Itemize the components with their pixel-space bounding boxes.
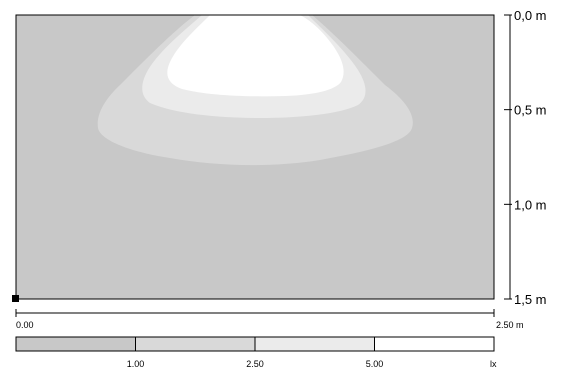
legend-bar: 1.00 2.50 5.00 lx: [15, 336, 497, 369]
legend-value-label: 2.50: [246, 359, 264, 369]
x-axis-start-label: 0.00: [16, 320, 34, 330]
y-axis-tick-label: 1,5 m: [514, 292, 547, 307]
plot-frame: [15, 14, 495, 300]
y-axis-ticks: 0,0 m 0,5 m 1,0 m 1,5 m: [504, 8, 547, 307]
y-axis-tick-label: 0,0 m: [514, 8, 547, 23]
y-axis-tick-label: 0,5 m: [514, 103, 547, 118]
legend-swatch: [15, 336, 136, 352]
legend-swatch: [374, 336, 495, 352]
legend-swatch: [254, 336, 375, 352]
legend-value-label: 5.00: [366, 359, 384, 369]
x-axis-end-label: 2.50 m: [496, 320, 524, 330]
origin-marker: [12, 295, 19, 302]
legend-unit-label: lx: [490, 359, 497, 369]
contour-level-3: [167, 15, 344, 97]
y-axis-tick-label: 1,0 m: [514, 197, 547, 212]
legend-value-label: 1.00: [127, 359, 145, 369]
legend-swatch: [135, 336, 256, 352]
